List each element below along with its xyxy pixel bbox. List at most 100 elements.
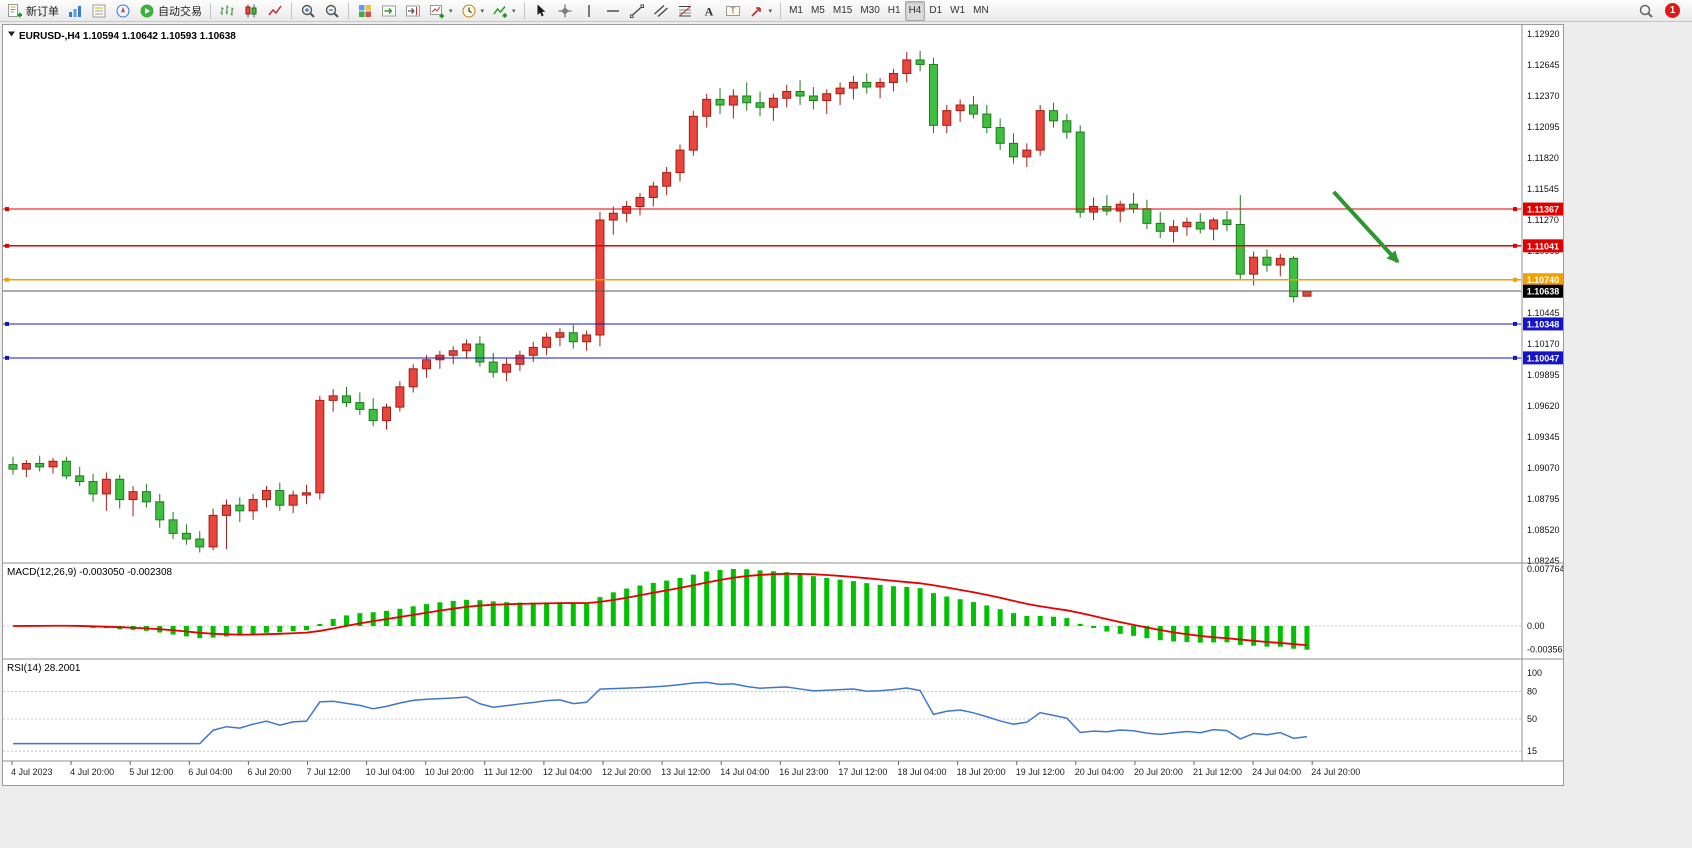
pivot-line-handle[interactable] [1513, 277, 1517, 282]
timeframe-h4[interactable]: H4 [904, 0, 926, 21]
pivot-line-handle[interactable] [5, 277, 9, 282]
candle-body [488, 361, 498, 373]
macd-axis-zero: 0.00 [1527, 621, 1545, 631]
timeframe-w1[interactable]: W1 [946, 1, 969, 21]
resistance-line-2-handle[interactable] [5, 243, 9, 248]
candle-body [368, 408, 378, 422]
new-chart-button[interactable]: ▾ [425, 1, 457, 21]
line-chart-button[interactable] [263, 1, 287, 21]
market-watch-button[interactable] [63, 1, 87, 21]
toolbar-separator [210, 2, 211, 19]
price-axis[interactable]: 1.12920 1.12645 1.12370 1.12095 1.11820 1.115… [1527, 29, 1560, 566]
search-button[interactable] [1634, 1, 1658, 21]
period-button[interactable]: ▾ [457, 1, 489, 21]
time-axis-label: 16 Jul 23:00 [779, 767, 828, 777]
candle-body [101, 478, 111, 495]
auto-trading-button-label: 自动交易 [158, 5, 202, 18]
svg-text:T: T [730, 6, 735, 15]
zoom-out-icon [324, 3, 340, 19]
resistance-line-1-handle[interactable] [5, 207, 9, 212]
candle-body [1289, 257, 1299, 298]
chevron-down-icon: ▾ [512, 7, 516, 15]
candle-body [382, 406, 392, 422]
cursor-button[interactable] [529, 1, 553, 21]
resistance-line-2-handle[interactable] [1513, 243, 1517, 248]
support-line-2-handle[interactable] [5, 355, 9, 360]
fibonacci-button[interactable] [673, 1, 697, 21]
candle-body [301, 492, 311, 496]
time-axis[interactable]: 4 Jul 2023 4 Jul 20:00 5 Jul 12:00 6 Jul 04… [11, 761, 1360, 777]
candle-body [195, 538, 205, 548]
horizontal-line-button[interactable] [601, 1, 625, 21]
zoom-out-button[interactable] [320, 1, 344, 21]
timeframe-mn-label: MN [973, 5, 989, 16]
timeframe-d1-label: D1 [929, 5, 943, 16]
rsi-panel[interactable]: RSI(14) 28.2001 100 80 50 15 [3, 663, 1542, 756]
candle-body [181, 532, 191, 540]
candle-body [715, 98, 725, 106]
channel-button[interactable] [649, 1, 673, 21]
timeframe-m1[interactable]: M1 [785, 1, 807, 21]
time-axis-label: 14 Jul 04:00 [720, 767, 769, 777]
time-axis-label: 24 Jul 20:00 [1311, 767, 1360, 777]
timeframe-h1[interactable]: H1 [884, 1, 905, 21]
support-line-2-price-label: 1.10047 [1527, 353, 1560, 363]
timeframe-mn[interactable]: MN [969, 1, 993, 21]
bar-chart-button[interactable] [215, 1, 239, 21]
price-chart[interactable]: 1.12920 1.12645 1.12370 1.12095 1.11820 1.115… [3, 25, 1563, 785]
auto-trading-button[interactable]: 自动交易 [135, 1, 206, 21]
timeframe-m5[interactable]: M5 [807, 1, 829, 21]
price-axis-label: 1.08245 [1527, 556, 1560, 566]
timeframe-m30[interactable]: M30 [856, 1, 883, 21]
time-axis-label: 5 Jul 12:00 [129, 767, 173, 777]
time-axis-label: 12 Jul 04:00 [543, 767, 592, 777]
navigator-button[interactable] [111, 1, 135, 21]
arrows-button[interactable]: ▾ [745, 1, 777, 21]
candle-body [1062, 120, 1072, 133]
resistance-line-1-price-label: 1.11367 [1527, 205, 1559, 215]
support-line-2-handle[interactable] [1513, 355, 1517, 360]
notification-badge[interactable]: 1 [1665, 3, 1680, 18]
text-button[interactable]: A [697, 1, 721, 21]
zoom-in-button[interactable] [296, 1, 320, 21]
clock-icon [461, 3, 477, 19]
chart-shift-button[interactable] [401, 1, 425, 21]
macd-panel[interactable]: MACD(12,26,9) -0.003050 -0.002308 0.00776… [3, 564, 1563, 655]
candle-body [115, 478, 125, 501]
text-label-button[interactable]: T [721, 1, 745, 21]
trend-arrow-annotation[interactable] [1332, 190, 1400, 264]
timeframe-d1[interactable]: D1 [925, 1, 946, 21]
candle-body [8, 464, 18, 470]
macd-axis-min: -0.003565 [1527, 645, 1563, 655]
candle-body [395, 386, 405, 408]
candlestick-icon [243, 3, 259, 19]
candlestick-button[interactable] [239, 1, 263, 21]
zoom-in-icon [300, 3, 316, 19]
resistance-line-1-handle[interactable] [1513, 207, 1517, 212]
resistance-line-2-price-tag [1523, 239, 1563, 253]
chart-window-eurusd[interactable]: 1.12920 1.12645 1.12370 1.12095 1.11820 1.115… [2, 24, 1564, 786]
time-axis-label: 6 Jul 20:00 [247, 767, 291, 777]
tile-windows-button[interactable] [353, 1, 377, 21]
new-chart-icon [429, 3, 445, 19]
support-line-1-handle[interactable] [5, 321, 9, 326]
candle-body [1075, 131, 1085, 213]
data-window-button[interactable] [87, 1, 111, 21]
indicators-button[interactable]: ▾ [488, 1, 520, 21]
candle-body [528, 346, 538, 356]
auto-scroll-button[interactable] [377, 1, 401, 21]
rsi-line [13, 681, 1308, 745]
trendline-button[interactable] [625, 1, 649, 21]
time-axis-label: 13 Jul 12:00 [661, 767, 710, 777]
new-order-button[interactable]: 新订单 [3, 1, 63, 21]
candle-body [275, 490, 285, 506]
candlestick-series[interactable] [8, 50, 1312, 553]
support-line-1-handle[interactable] [1513, 321, 1517, 326]
candle-body [728, 95, 738, 106]
crosshair-button[interactable] [553, 1, 577, 21]
chart-menu-icon[interactable] [8, 31, 15, 37]
rsi-axis-label: 100 [1527, 668, 1542, 678]
timeframe-m15[interactable]: M15 [829, 1, 856, 21]
vertical-line-button[interactable] [577, 1, 601, 21]
